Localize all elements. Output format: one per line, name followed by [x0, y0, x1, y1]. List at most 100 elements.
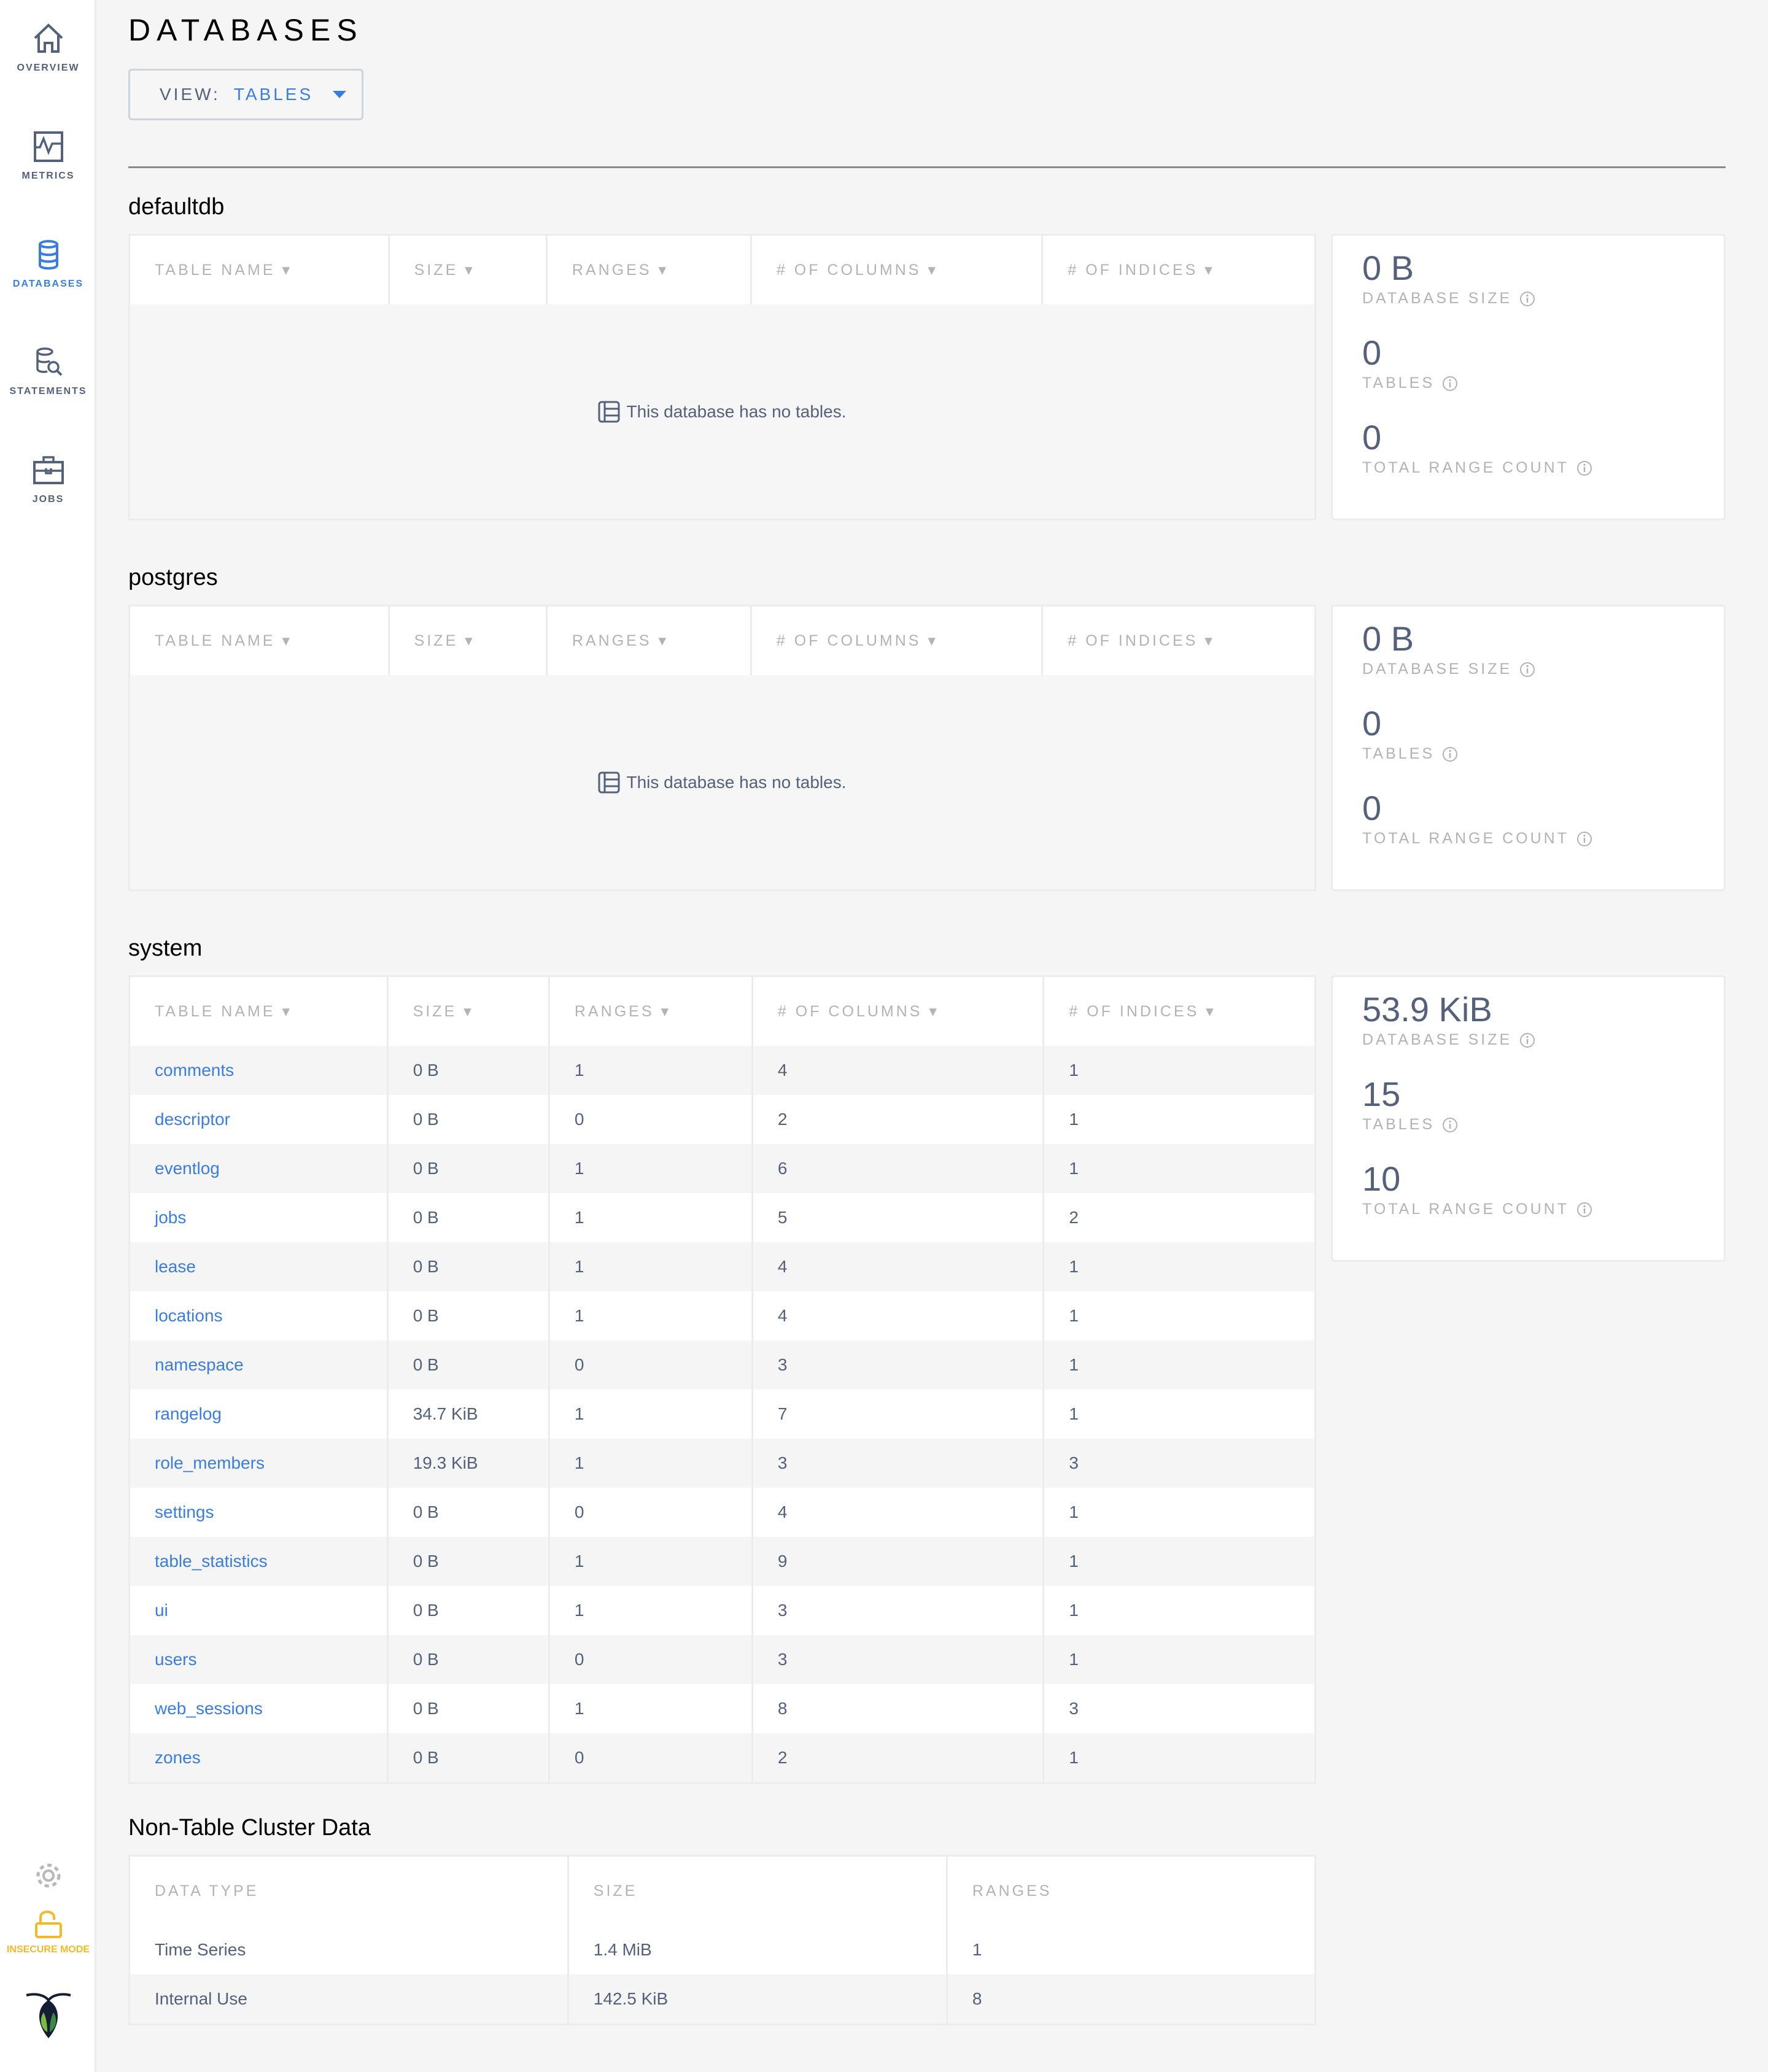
empty-message: This database has no tables. [626, 772, 847, 792]
column-header[interactable]: # OF COLUMNS ▾ [753, 977, 1045, 1046]
table-name-link[interactable]: rangelog [155, 1404, 222, 1423]
column-header[interactable]: # OF INDICES ▾ [1068, 261, 1215, 279]
table-cell: 3 [1044, 1439, 1314, 1488]
table-name-link[interactable]: role_members [155, 1453, 265, 1472]
table-row[interactable]: locations 0 B 1 4 1 [130, 1291, 1314, 1340]
info-icon[interactable] [1519, 662, 1535, 678]
table-name-link[interactable]: comments [155, 1061, 235, 1080]
info-icon[interactable] [1442, 1117, 1458, 1133]
table-cell: 3 [753, 1439, 1045, 1488]
cell-value: 34.7 KiB [413, 1404, 478, 1423]
table-cell: 1 [1044, 1340, 1314, 1390]
sidebar-item-overview[interactable]: OVERVIEW [0, 23, 96, 74]
table-row[interactable]: lease 0 B 1 4 1 [130, 1242, 1314, 1291]
info-icon[interactable] [1576, 460, 1592, 476]
stat-label: TOTAL RANGE COUNT [1362, 1200, 1724, 1218]
cell-value: 1 [574, 1404, 584, 1423]
column-header[interactable]: TABLE NAME ▾ [130, 606, 390, 675]
table-name-link[interactable]: eventlog [155, 1159, 220, 1178]
table-name-link[interactable]: namespace [155, 1355, 244, 1374]
view-dropdown[interactable]: VIEW: TABLES [128, 69, 363, 120]
cell-value: 3 [777, 1650, 788, 1669]
column-header[interactable]: TABLE NAME ▾ [130, 977, 389, 1046]
table-cell: 1 [550, 1390, 753, 1439]
table-name-link[interactable]: ui [155, 1601, 168, 1620]
cell-value: 2 [777, 1748, 788, 1767]
table-name-link[interactable]: descriptor [155, 1110, 230, 1129]
table-name-link[interactable]: locations [155, 1306, 223, 1325]
table-row[interactable]: jobs 0 B 1 5 2 [130, 1193, 1314, 1242]
insecure-mode-indicator[interactable]: INSECURE MODE [0, 1909, 96, 1955]
table-row[interactable]: ui 0 B 1 3 1 [130, 1586, 1314, 1635]
table-row[interactable]: comments 0 B 1 4 1 [130, 1046, 1314, 1095]
table-cell: settings [130, 1488, 389, 1537]
table-row[interactable]: settings 0 B 0 4 1 [130, 1488, 1314, 1537]
database-list: defaultdb TABLE NAME ▾ SIZE ▾ RANGES ▾ # OF … [128, 180, 1726, 2055]
table-name-link[interactable]: jobs [155, 1208, 187, 1227]
table-name-link[interactable]: table_statistics [155, 1552, 268, 1571]
column-header[interactable]: RANGES ▾ [548, 236, 752, 304]
table-row[interactable]: role_members 19.3 KiB 1 3 3 [130, 1439, 1314, 1488]
table-row[interactable]: web_sessions 0 B 1 8 3 [130, 1684, 1314, 1733]
sidebar-item-databases[interactable]: DATABASES [0, 239, 96, 290]
cell-value: 1 [1069, 1502, 1079, 1521]
table-cell: namespace [130, 1340, 389, 1390]
database-summary: 53.9 KiB DATABASE SIZE 15 TABLES 10 TOTAL RAN… [1331, 975, 1726, 1262]
column-header[interactable]: # OF INDICES ▾ [1068, 632, 1215, 649]
table-cell: 9 [753, 1537, 1045, 1586]
column-header[interactable]: SIZE ▾ [390, 606, 548, 675]
cell-value: 1 [1069, 1306, 1079, 1325]
table-name-link[interactable]: web_sessions [155, 1699, 263, 1718]
table-row[interactable]: users 0 B 0 3 1 [130, 1635, 1314, 1684]
database-section: defaultdb TABLE NAME ▾ SIZE ▾ RANGES ▾ # OF … [128, 180, 1726, 520]
table-name-link[interactable]: lease [155, 1257, 196, 1276]
cell-value: Internal Use [155, 1989, 247, 2008]
column-header[interactable]: RANGES ▾ [548, 606, 752, 675]
info-icon[interactable] [1576, 1202, 1592, 1218]
database-summary: 0 B DATABASE SIZE 0 TABLES 0 TOTAL RANGE COUN… [1331, 234, 1726, 520]
column-header[interactable]: # OF COLUMNS ▾ [752, 606, 1044, 675]
column-header[interactable]: TABLE NAME ▾ [130, 236, 390, 304]
insecure-mode-label: INSECURE MODE [6, 1944, 90, 1955]
column-header[interactable]: RANGES ▾ [550, 977, 753, 1046]
table-cell: 8 [753, 1684, 1045, 1733]
database-name: postgres [128, 565, 218, 590]
table-name-link[interactable]: users [155, 1650, 197, 1669]
cell-value: 0 B [413, 1208, 439, 1227]
table-cell: 2 [753, 1733, 1045, 1782]
info-icon[interactable] [1519, 1032, 1535, 1048]
info-icon[interactable] [1519, 291, 1535, 307]
database-icon [38, 240, 58, 270]
settings-button[interactable] [0, 1861, 96, 1890]
info-icon[interactable] [1442, 376, 1458, 392]
statements-icon [36, 347, 62, 376]
column-header[interactable]: # OF COLUMNS ▾ [752, 236, 1044, 304]
column-header[interactable]: SIZE ▾ [390, 236, 548, 304]
column-header[interactable]: SIZE ▾ [389, 977, 550, 1046]
info-icon[interactable] [1442, 746, 1458, 762]
table-header: DATA TYPE SIZE RANGES [130, 1857, 1314, 1925]
table-cell: 3 [1044, 1684, 1314, 1733]
cell-value: 1 [574, 1257, 584, 1276]
table-row[interactable]: zones 0 B 0 2 1 [130, 1733, 1314, 1782]
column-header[interactable]: # OF INDICES ▾ [1069, 1003, 1216, 1020]
cell-value: Time Series [155, 1940, 246, 1959]
table-name-link[interactable]: settings [155, 1502, 214, 1521]
table-row[interactable]: namespace 0 B 0 3 1 [130, 1340, 1314, 1390]
table-name-link[interactable]: zones [155, 1748, 201, 1767]
sidebar-item-metrics[interactable]: METRICS [0, 131, 96, 182]
table-cell: 1 [1044, 1095, 1314, 1144]
page-title: DATABASES [128, 13, 363, 47]
cell-value: 1 [574, 1699, 584, 1718]
table-row[interactable]: eventlog 0 B 1 6 1 [130, 1144, 1314, 1193]
table-row[interactable]: descriptor 0 B 0 2 1 [130, 1095, 1314, 1144]
table-row[interactable]: table_statistics 0 B 1 9 1 [130, 1537, 1314, 1586]
table-cell: 0 B [389, 1291, 550, 1340]
cockroach-logo [0, 1992, 96, 2041]
sidebar-item-statements[interactable]: STATEMENTS [0, 347, 96, 397]
info-icon[interactable] [1576, 831, 1592, 847]
table-body: comments 0 B 1 4 1 descriptor 0 B 0 2 1 eventlog 0 … [130, 1046, 1314, 1782]
table-row[interactable]: rangelog 34.7 KiB 1 7 1 [130, 1390, 1314, 1439]
sidebar-item-jobs[interactable]: JOBS [0, 455, 96, 505]
cell-value: 0 B [413, 1601, 439, 1620]
